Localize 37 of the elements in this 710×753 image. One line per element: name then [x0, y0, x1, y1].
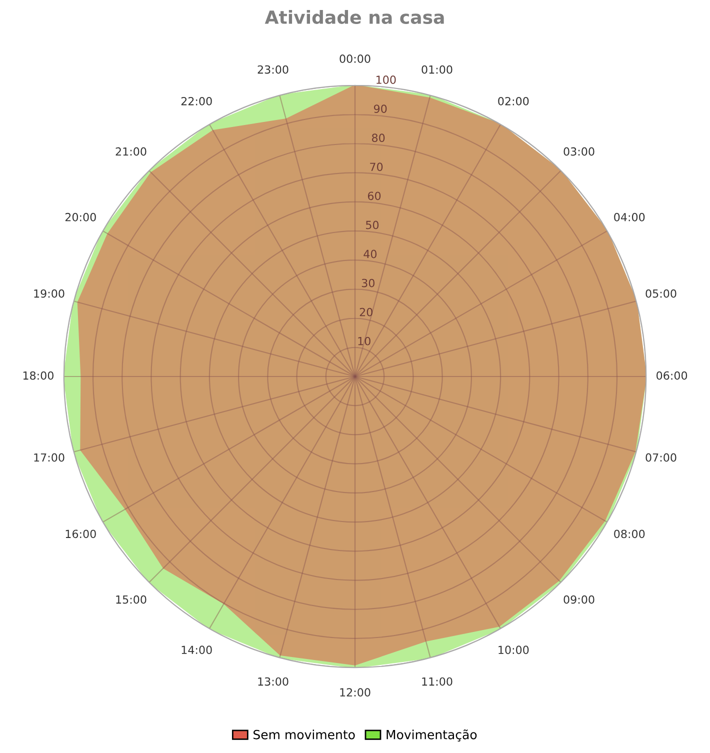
spoke-label: 06:00 — [656, 371, 688, 380]
y-tick-label: 90 — [374, 104, 387, 113]
spoke-label: 12:00 — [340, 688, 370, 697]
chart-title: Atividade na casa — [264, 10, 444, 24]
y-tick-label: 10 — [358, 336, 370, 346]
spoke-label: 10:00 — [498, 646, 529, 654]
spoke-label: 21:00 — [116, 147, 146, 156]
legend-label: Sem movimento — [254, 730, 355, 740]
spoke-label: 19:00 — [34, 289, 64, 298]
spoke-label: 20:00 — [65, 212, 96, 222]
legend-label: Movimentação — [386, 729, 477, 742]
spoke-label: 11:00 — [422, 677, 452, 686]
y-tick-label: 30 — [362, 278, 374, 288]
spoke-label: 05:00 — [646, 289, 676, 298]
spoke-label: 07:00 — [646, 453, 676, 462]
spoke-label: 23:00 — [258, 65, 288, 74]
y-tick-label: 20 — [360, 308, 372, 316]
spoke-label: 02:00 — [498, 96, 529, 106]
spoke-label: 22:00 — [181, 96, 212, 106]
spoke-label: 03:00 — [564, 147, 594, 156]
y-tick-label: 100 — [376, 76, 396, 84]
spoke-label: 09:00 — [564, 595, 594, 604]
y-tick-label: 50 — [366, 220, 379, 230]
spoke-label: 15:00 — [116, 595, 146, 604]
y-tick-label: 80 — [372, 134, 385, 142]
spoke-label: 04:00 — [614, 212, 645, 222]
spoke-label: 17:00 — [34, 453, 64, 462]
spoke-label: 08:00 — [614, 530, 645, 538]
spoke-label: 00:00 — [340, 54, 370, 63]
spoke-label: 01:00 — [422, 65, 452, 74]
spoke-label: 16:00 — [66, 530, 96, 538]
spoke-label: 14:00 — [182, 646, 212, 654]
y-tick-label: 60 — [368, 192, 381, 200]
spoke-label: 13:00 — [258, 677, 288, 686]
y-tick-label: 40 — [364, 250, 377, 258]
spoke-label: 18:00 — [23, 371, 54, 380]
y-tick-label: 70 — [370, 162, 383, 172]
